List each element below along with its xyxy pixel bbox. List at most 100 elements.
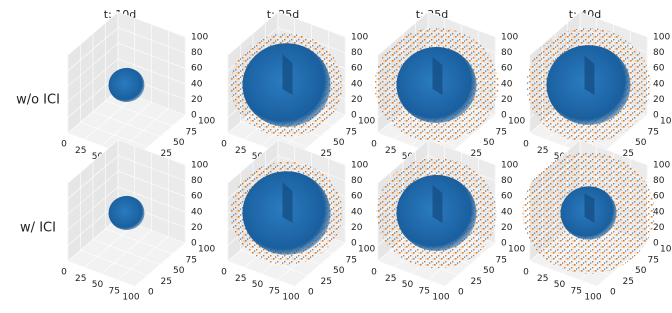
y-tick-label: 25 (623, 277, 634, 287)
grid-line (377, 11, 496, 56)
cut-face (282, 54, 293, 95)
x-tick-label: 0 (371, 140, 377, 150)
y-tick-label: 75 (648, 127, 659, 137)
x-tick-label: 25 (385, 146, 396, 156)
z-tick-label: 20 (191, 223, 203, 233)
z-tick-label: 60 (191, 64, 203, 74)
grid-line (227, 139, 346, 184)
z-tick-label: 100 (653, 161, 670, 171)
z-tick-label: 20 (351, 95, 363, 105)
y-tick-label: 25 (471, 277, 482, 287)
z-tick-label: 100 (653, 33, 670, 43)
y-tick-label: 0 (148, 288, 154, 298)
z-tick-label: 20 (351, 223, 363, 233)
grid-line (67, 11, 186, 56)
x-tick-label: 50 (92, 280, 104, 290)
x-tick-label: 50 (92, 152, 104, 162)
y-tick-label: 100 (358, 117, 375, 127)
z-tick-label: 0 (653, 239, 659, 249)
z-tick-label: 40 (653, 79, 665, 89)
z-tick-label: 20 (653, 223, 665, 233)
y-tick-label: 75 (496, 255, 507, 265)
x-tick-label: 50 (554, 152, 566, 162)
x-tick-label: 25 (235, 274, 246, 284)
grid-line (227, 11, 346, 56)
z-tick-label: 80 (653, 176, 665, 186)
y-tick-label: 0 (610, 288, 616, 298)
y-tick-label: 50 (483, 266, 495, 276)
z-tick-label: 0 (351, 111, 357, 121)
x-tick-label: 0 (61, 268, 67, 278)
x-tick-label: 75 (419, 286, 430, 296)
z-tick-label: 60 (653, 192, 665, 202)
y-tick-label: 50 (333, 266, 345, 276)
grid-line (67, 186, 186, 231)
z-tick-label: 80 (351, 48, 363, 58)
z-tick-label: 100 (351, 161, 368, 171)
row-label: w/o ICI (16, 93, 60, 108)
y-tick-label: 50 (635, 266, 647, 276)
grid-line (67, 27, 186, 71)
x-tick-label: 50 (402, 280, 414, 290)
y-tick-label: 50 (173, 138, 185, 148)
z-tick-label: 60 (191, 192, 203, 202)
z-tick-label: 100 (191, 161, 208, 171)
z-tick-label: 60 (653, 64, 665, 74)
cut-face (584, 193, 595, 223)
z-tick-label: 0 (501, 111, 507, 121)
z-tick-label: 0 (191, 111, 197, 121)
y-tick-label: 50 (333, 138, 345, 148)
y-tick-label: 100 (508, 245, 525, 255)
grid-line (67, 42, 186, 87)
grid-line (529, 11, 648, 56)
z-tick-label: 40 (351, 79, 363, 89)
z-tick-label: 60 (501, 64, 513, 74)
z-tick-label: 0 (351, 239, 357, 249)
x-tick-label: 25 (75, 274, 86, 284)
y-tick-label: 75 (346, 127, 357, 137)
z-tick-label: 80 (191, 48, 203, 58)
y-tick-label: 100 (358, 245, 375, 255)
y-tick-label: 25 (321, 277, 332, 287)
z-tick-label: 40 (501, 79, 513, 89)
grid-line (67, 155, 186, 199)
z-tick-label: 20 (191, 95, 203, 105)
grid-line (67, 139, 186, 184)
z-tick-label: 80 (191, 176, 203, 186)
y-tick-label: 100 (198, 245, 215, 255)
y-tick-label: 0 (458, 288, 464, 298)
z-tick-label: 0 (653, 111, 659, 121)
x-tick-label: 0 (61, 140, 67, 150)
z-tick-label: 40 (351, 207, 363, 217)
scatter-core (108, 67, 145, 103)
x-tick-label: 100 (584, 293, 601, 303)
y-tick-label: 50 (173, 266, 185, 276)
z-tick-label: 100 (351, 33, 368, 43)
y-tick-label: 0 (308, 288, 314, 298)
x-tick-label: 25 (537, 146, 548, 156)
x-tick-label: 25 (537, 274, 548, 284)
y-tick-label: 50 (635, 138, 647, 148)
z-tick-label: 80 (351, 176, 363, 186)
y-tick-label: 75 (496, 127, 507, 137)
z-tick-label: 0 (501, 239, 507, 249)
cut-face (432, 57, 443, 95)
z-tick-label: 0 (191, 239, 197, 249)
row-label: w/ ICI (20, 221, 56, 236)
cut-face (282, 182, 293, 223)
z-tick-label: 20 (501, 223, 513, 233)
scatter-core (108, 195, 145, 231)
y-tick-label: 75 (346, 255, 357, 265)
y-tick-label: 25 (471, 149, 482, 159)
y-tick-label: 25 (623, 149, 634, 159)
y-tick-label: 100 (198, 117, 215, 127)
x-tick-label: 50 (252, 152, 264, 162)
grid-line (67, 170, 186, 215)
grid-line (67, 58, 186, 103)
x-tick-label: 100 (432, 293, 449, 303)
